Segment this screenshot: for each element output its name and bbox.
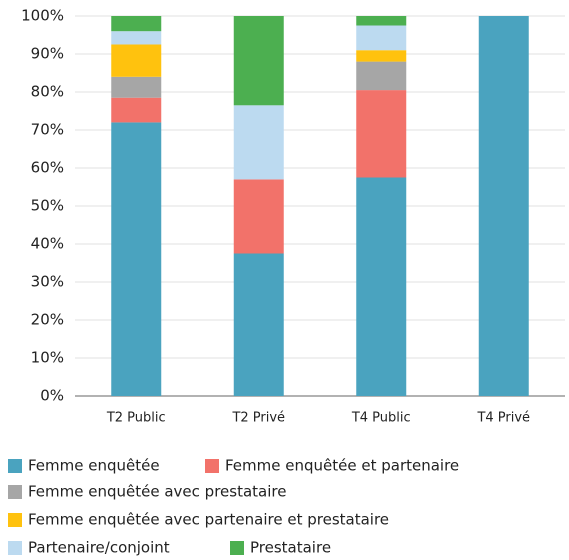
bar-segment (356, 177, 407, 396)
bar-segment (356, 61, 407, 91)
legend-label: Partenaire/conjoint (28, 539, 170, 557)
y-tick-label: 0% (40, 387, 64, 405)
y-tick-label: 80% (31, 83, 64, 101)
legend-swatch (8, 541, 22, 555)
y-tick-label: 50% (31, 197, 64, 215)
bar-segment (356, 90, 407, 178)
bar-segment (111, 44, 162, 77)
x-tick-label: T2 Public (106, 411, 166, 426)
y-tick-label: 20% (31, 311, 64, 329)
x-tick-label: T4 Privé (476, 411, 530, 426)
bar-segment (233, 179, 284, 254)
y-tick-label: 90% (31, 45, 64, 63)
bar-segment (356, 25, 407, 51)
y-tick-label: 30% (31, 273, 64, 291)
legend-swatch (205, 459, 219, 473)
legend-swatch (8, 485, 22, 499)
y-tick-label: 100% (21, 7, 64, 25)
bar-segment (478, 16, 529, 396)
x-tick-label: T2 Privé (231, 411, 285, 426)
legend-swatch (230, 541, 244, 555)
bar-segment (233, 253, 284, 396)
legend-label: Femme enquêtée (28, 457, 160, 475)
legend-label: Femme enquêtée et partenaire (225, 457, 459, 475)
bar-segment (233, 16, 284, 106)
y-tick-label: 70% (31, 121, 64, 139)
x-tick-label: T4 Public (351, 411, 411, 426)
bar-segment (356, 16, 407, 26)
y-tick-label: 60% (31, 159, 64, 177)
legend-label: Femme enquêtée avec partenaire et presta… (28, 511, 389, 529)
legend-label: Prestataire (250, 539, 331, 557)
bar-segment (233, 105, 284, 180)
bar-segment (356, 50, 407, 62)
legend-label: Femme enquêtée avec prestataire (28, 483, 286, 501)
bar-segment (111, 76, 162, 98)
legend-swatch (8, 459, 22, 473)
legend-swatch (8, 513, 22, 527)
bar-segment (111, 97, 162, 123)
bar-segment (111, 122, 162, 397)
y-tick-label: 40% (31, 235, 64, 253)
y-tick-label: 10% (31, 349, 64, 367)
bar-segment (111, 16, 162, 32)
bar-segment (111, 31, 162, 45)
